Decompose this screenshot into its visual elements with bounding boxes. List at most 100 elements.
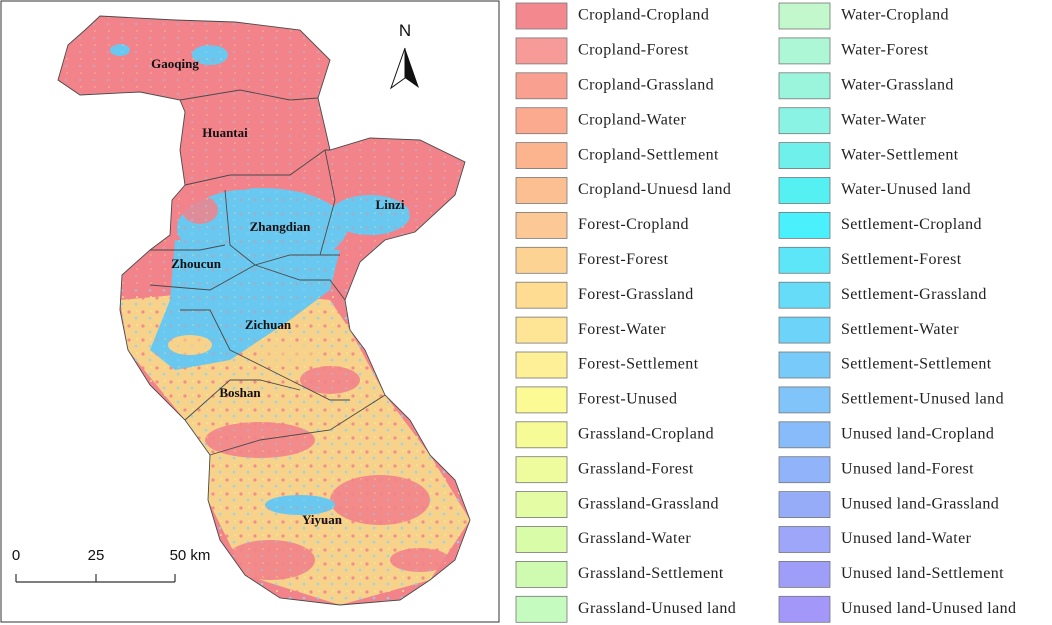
legend-label: Unused land-Unused land [841,600,1016,617]
legend-swatch [778,2,831,30]
legend-label: Cropland-Cropland [578,7,709,24]
region-label: Zichuan [245,317,292,332]
legend-swatch [778,316,831,344]
legend-label: Unused land-Forest [841,460,974,477]
legend-item: Water-Grassland [778,72,954,100]
legend-swatch [778,107,831,135]
legend-item: Forest-Unused [515,386,677,414]
region-label: Gaoqing [151,56,199,71]
map: Gaoqing Huantai Linzi Zhangdian Zhoucun Zichu… [0,0,500,623]
legend-label: Settlement-Forest [841,251,962,268]
legend-label: Forest-Cropland [578,216,689,233]
legend-swatch [778,72,831,100]
legend-item: Cropland-Grassland [515,72,714,100]
legend-swatch [778,456,831,484]
legend-item: Cropland-Unuesd land [515,177,731,204]
legend-swatch [778,386,831,414]
legend-label: Cropland-Water [578,111,687,128]
legend-item: Water-Cropland [778,2,949,30]
legend-item: Unused land-Settlement [778,561,1004,588]
legend-item: Cropland-Settlement [515,142,719,170]
legend-label: Cropland-Forest [578,42,689,59]
legend-item: Settlement-Forest [778,246,962,274]
legend-label: Grassland-Water [578,530,691,547]
legend-swatch [778,246,831,274]
legend-item: Grassland-Forest [515,456,694,484]
legend-label: Unused land-Grassland [841,495,999,512]
legend-label: Settlement-Water [841,321,959,338]
legend-swatch [515,107,568,135]
legend-swatch [778,526,831,553]
legend-label: Settlement-Grassland [841,286,987,303]
legend-item: Unused land-Water [778,526,972,553]
legend-label: Settlement-Unused land [841,391,1004,408]
legend-swatch [515,2,568,30]
legend-label: Water-Water [841,111,926,128]
legend-item: Water-Water [778,107,926,135]
legend-label: Grassland-Grassland [578,495,719,512]
legend-item: Cropland-Forest [515,37,689,65]
legend-item: Water-Forest [778,37,929,65]
legend-swatch [515,491,568,519]
legend-label: Forest-Grassland [578,286,694,303]
north-arrow: N [390,21,419,90]
legend-item: Settlement-Unused land [778,386,1004,414]
legend-label: Grassland-Unused land [578,600,736,617]
legend-swatch [515,316,568,344]
scale-bar: 0 25 50 km [12,547,211,583]
legend-item: Forest-Grassland [515,281,694,309]
legend-label: Settlement-Settlement [841,356,992,373]
scale-label: 25 [88,547,105,564]
legend-swatch [515,72,568,100]
legend-label: Grassland-Settlement [578,565,724,582]
legend-label: Forest-Forest [578,251,669,268]
legend-swatch [515,211,568,239]
legend-swatch [515,526,568,553]
legend-label: Cropland-Settlement [578,146,719,163]
legend-label: Water-Settlement [841,146,959,163]
legend-label: Settlement-Cropland [841,216,982,233]
legend-label: Grassland-Cropland [578,425,714,442]
region-label: Linzi [376,197,405,212]
legend-label: Forest-Settlement [578,356,699,373]
legend-item: Unused land-Cropland [778,421,994,449]
legend-swatch [515,456,568,484]
legend-label: Grassland-Forest [578,460,694,477]
legend-swatch [778,421,831,449]
legend-swatch [515,595,568,623]
legend-item: Settlement-Water [778,316,959,344]
legend-swatch [515,246,568,274]
legend-item: Cropland-Cropland [515,2,709,30]
legend-item: Forest-Cropland [515,211,689,239]
legend-item: Grassland-Cropland [515,421,714,449]
legend-label: Unused land-Water [841,530,972,547]
legend-item: Cropland-Water [515,107,687,135]
legend-item: Grassland-Water [515,526,691,553]
legend-item: Forest-Forest [515,246,669,274]
region-label: Zhangdian [250,219,311,234]
legend-swatch [515,351,568,379]
legend-label: Water-Forest [841,42,929,59]
legend-swatch [778,595,831,623]
scale-label: 50 km [170,547,211,564]
legend-item: Unused land-Forest [778,456,974,484]
region-label: Yiyuan [302,512,343,527]
legend-item: Settlement-Settlement [778,351,992,379]
legend-swatch [778,281,831,309]
legend-item: Forest-Settlement [515,351,699,379]
region-label: Zhoucun [171,256,222,271]
legend-swatch [778,491,831,519]
legend-label: Water-Unused land [841,181,971,198]
legend-swatch [515,386,568,414]
legend-swatch [515,281,568,309]
legend-label: Unused land-Cropland [841,425,994,442]
legend-item: Settlement-Grassland [778,281,987,309]
region-label: Boshan [219,385,261,400]
legend-swatch [515,177,568,204]
legend-label: Unused land-Settlement [841,565,1004,582]
legend-swatch [515,37,568,65]
legend-label: Forest-Water [578,321,666,338]
legend-item: Grassland-Unused land [515,595,736,623]
legend-label: Water-Grassland [841,76,954,93]
